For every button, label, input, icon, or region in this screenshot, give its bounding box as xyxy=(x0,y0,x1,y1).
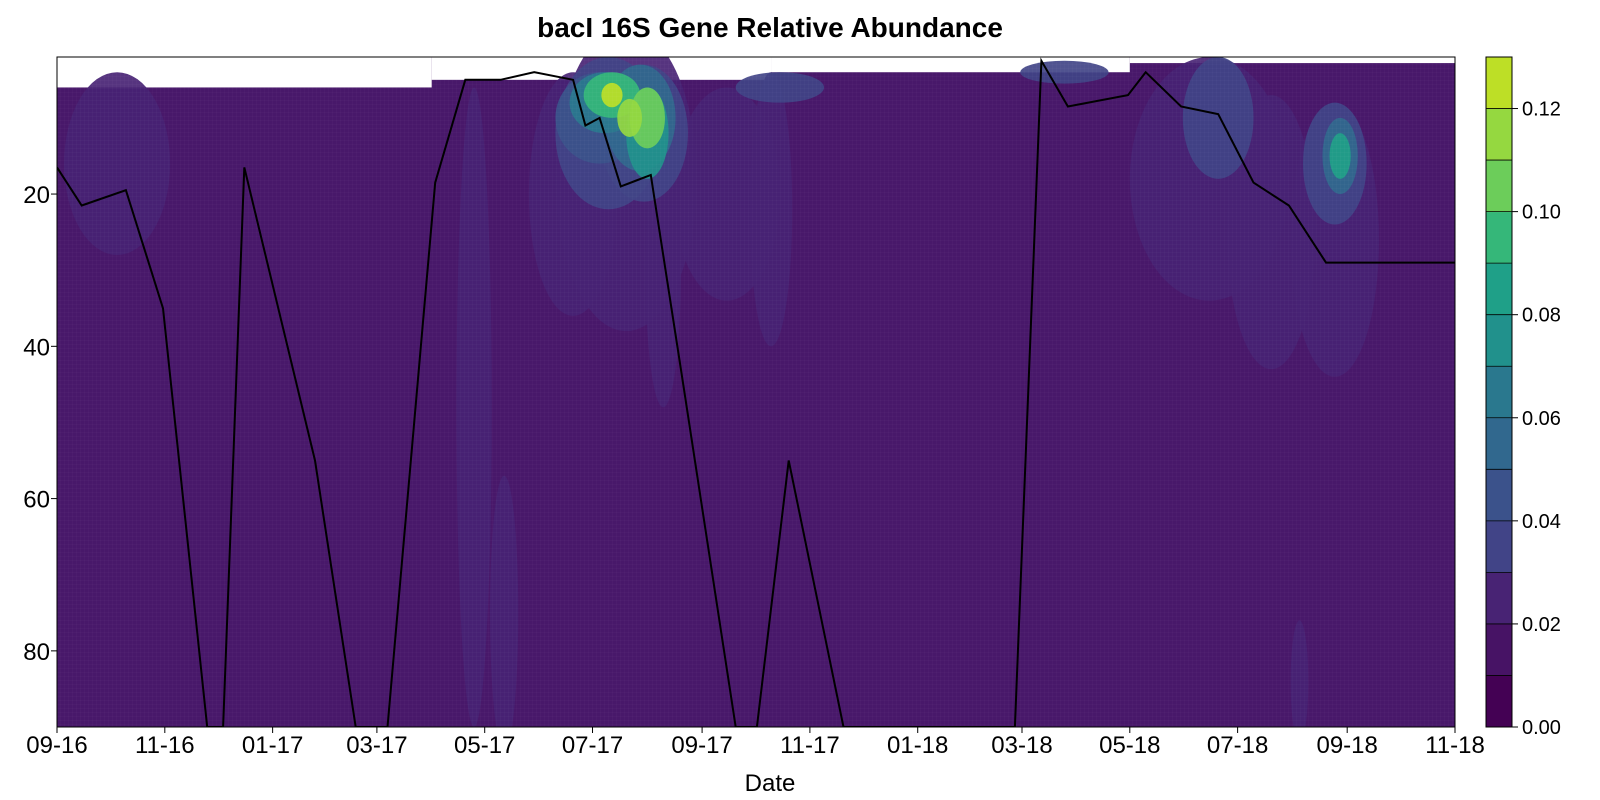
colorbar-band xyxy=(1486,211,1512,264)
colorbar-band xyxy=(1486,314,1512,367)
colorbar-frame xyxy=(1485,56,1513,728)
x-tick-label: 01-17 xyxy=(242,732,303,759)
colorbar: 0.00 0.02 0.04 0.06 0.08 0.10 0.12 xyxy=(1485,56,1561,739)
x-tick-label: 07-17 xyxy=(562,732,623,759)
colorbar-band xyxy=(1486,366,1512,419)
colorbar-tick-label: 0.06 xyxy=(1522,408,1561,430)
y-tick-label: 80 xyxy=(23,639,50,666)
y-tick-label: 40 xyxy=(23,334,50,361)
colorbar-band xyxy=(1486,469,1512,522)
colorbar-band xyxy=(1486,417,1512,470)
colorbar-tick-label: 0.02 xyxy=(1522,614,1561,636)
colorbar-tick-label: 0.00 xyxy=(1522,717,1561,739)
x-axis: 09-16 11-16 01-17 03-17 05-17 07-17 09-17 11-17… xyxy=(26,727,1485,759)
x-tick-label: 11-17 xyxy=(780,732,840,759)
x-tick-label: 05-17 xyxy=(454,732,515,759)
x-tick-label: 09-18 xyxy=(1316,732,1377,759)
y-tick-label: 20 xyxy=(23,182,50,209)
colorbar-band xyxy=(1486,108,1512,161)
x-tick-label: 09-17 xyxy=(671,732,732,759)
x-tick-label: 11-18 xyxy=(1425,732,1485,759)
chart-title: bacI 16S Gene Relative Abundance xyxy=(537,12,1003,43)
colorbar-band xyxy=(1486,572,1512,625)
plot-frame xyxy=(56,56,1456,728)
colorbar-tick-label: 0.10 xyxy=(1522,202,1561,224)
x-tick-label: 09-16 xyxy=(26,732,87,759)
y-tick-label: 60 xyxy=(23,487,50,514)
colorbar-band xyxy=(1486,675,1512,728)
colorbar-band xyxy=(1486,57,1512,110)
plot-area xyxy=(57,57,1455,727)
x-tick-label: 03-18 xyxy=(991,732,1052,759)
x-tick-label: 05-18 xyxy=(1099,732,1160,759)
contour-texture xyxy=(57,57,1455,727)
colorbar-tick-label: 0.08 xyxy=(1522,305,1561,327)
y-axis: 20 40 60 80 xyxy=(23,182,57,666)
colorbar-band xyxy=(1486,160,1512,213)
x-tick-label: 03-17 xyxy=(346,732,407,759)
x-tick-label: 07-18 xyxy=(1207,732,1268,759)
colorbar-tick-label: 0.04 xyxy=(1522,511,1561,533)
depth-line xyxy=(57,57,1455,727)
colorbar-band xyxy=(1486,263,1512,316)
colorbar-band xyxy=(1486,520,1512,573)
x-tick-label: 01-18 xyxy=(887,732,948,759)
colorbar-band xyxy=(1486,623,1512,676)
colorbar-tick-label: 0.12 xyxy=(1522,99,1561,121)
x-tick-label: 11-16 xyxy=(135,732,195,759)
x-axis-label: Date xyxy=(744,770,796,797)
